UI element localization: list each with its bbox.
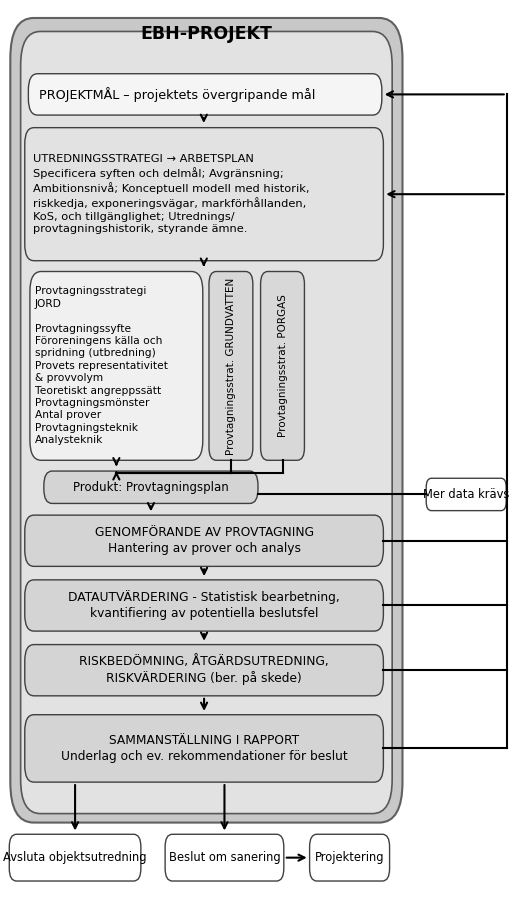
Text: SAMMANSTÄLLNING I RAPPORT
Underlag och ev. rekommendationer för beslut: SAMMANSTÄLLNING I RAPPORT Underlag och e… (61, 734, 347, 763)
Text: Projektering: Projektering (315, 851, 384, 864)
Text: Produkt: Provtagningsplan: Produkt: Provtagningsplan (73, 481, 229, 494)
FancyBboxPatch shape (25, 128, 383, 261)
Text: RISKBEDÖMNING, ÅTGÄRDSUTREDNING,
RISKVÄRDERING (ber. på skede): RISKBEDÖMNING, ÅTGÄRDSUTREDNING, RISKVÄR… (79, 655, 329, 685)
FancyBboxPatch shape (209, 271, 253, 460)
FancyBboxPatch shape (28, 74, 382, 115)
FancyBboxPatch shape (25, 645, 383, 696)
FancyBboxPatch shape (25, 515, 383, 566)
FancyBboxPatch shape (25, 715, 383, 782)
Text: UTREDNINGSSTRATEGI → ARBETSPLAN
Specificera syften och delmål; Avgränsning;
Ambi: UTREDNINGSSTRATEGI → ARBETSPLAN Specific… (33, 155, 309, 234)
FancyBboxPatch shape (44, 471, 258, 503)
FancyBboxPatch shape (25, 580, 383, 631)
Text: Provtagningsstrat. GRUNDVATTEN: Provtagningsstrat. GRUNDVATTEN (226, 277, 236, 455)
FancyBboxPatch shape (21, 31, 392, 814)
Text: Beslut om sanering: Beslut om sanering (169, 851, 280, 864)
Text: GENOMFÖRANDE AV PROVTAGNING
Hantering av prover och analys: GENOMFÖRANDE AV PROVTAGNING Hantering av… (94, 526, 314, 556)
Text: Provtagningsstrategi
JORD

Provtagningssyfte
Föroreningens källa och
spridning (: Provtagningsstrategi JORD Provtagningssy… (35, 287, 168, 445)
Text: Provtagningsstrat. PORGAS: Provtagningsstrat. PORGAS (278, 295, 287, 437)
FancyBboxPatch shape (310, 834, 390, 881)
FancyBboxPatch shape (9, 834, 141, 881)
FancyBboxPatch shape (426, 478, 506, 511)
FancyBboxPatch shape (10, 18, 402, 823)
FancyBboxPatch shape (261, 271, 304, 460)
FancyBboxPatch shape (165, 834, 284, 881)
Text: DATAUTVÄRDERING - Statistisk bearbetning,
kvantifiering av potentiella beslutsfe: DATAUTVÄRDERING - Statistisk bearbetning… (68, 591, 340, 620)
Text: EBH-PROJEKT: EBH-PROJEKT (140, 25, 272, 43)
FancyBboxPatch shape (30, 271, 203, 460)
Text: Avsluta objektsutredning: Avsluta objektsutredning (3, 851, 147, 864)
Text: Mer data krävs: Mer data krävs (423, 488, 509, 501)
Text: PROJEKTMÅL – projektets övergripande mål: PROJEKTMÅL – projektets övergripande mål (39, 87, 315, 102)
